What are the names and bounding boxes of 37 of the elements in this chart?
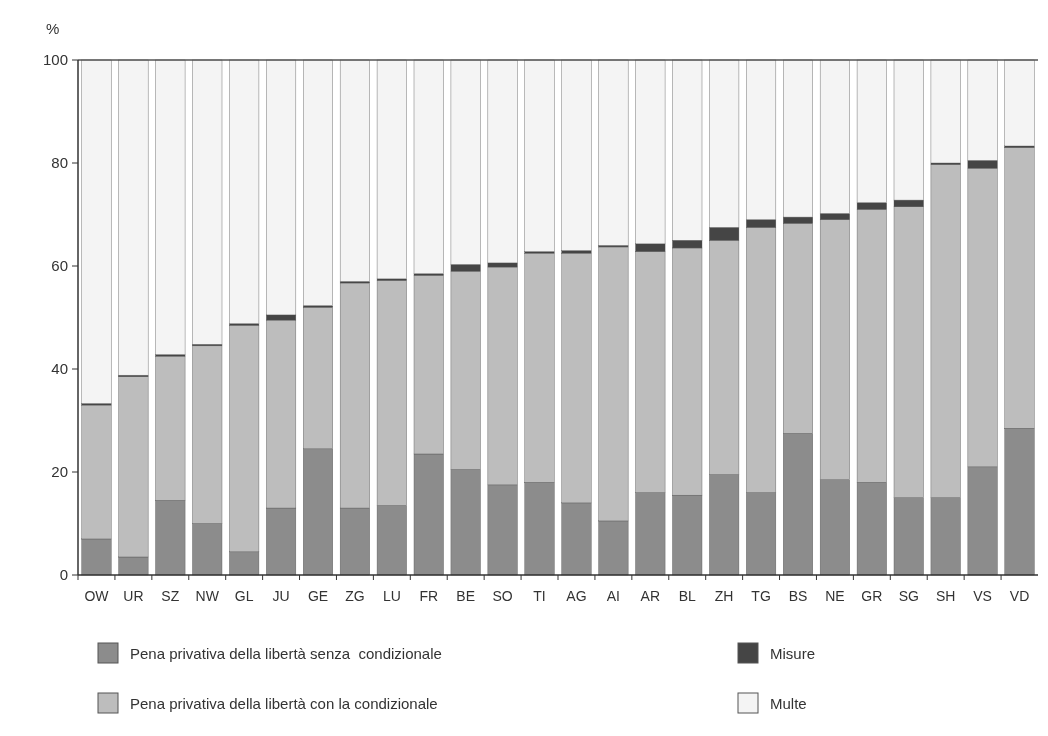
x-tick-label: SG	[898, 588, 919, 604]
x-tick-label: JU	[272, 588, 290, 604]
x-tick-label: SH	[935, 588, 956, 604]
x-tick-label: AR	[640, 588, 661, 604]
x-tick-label: GL	[234, 588, 254, 604]
x-tick-label: FR	[419, 588, 439, 604]
x-tick-label: BL	[678, 588, 697, 604]
x-tick-label: ZH	[714, 588, 734, 604]
x-tick-label: TG	[751, 588, 771, 604]
y-tick-label: 40	[51, 360, 68, 378]
x-tick-label: AG	[566, 588, 587, 604]
x-tick-label: UR	[123, 588, 144, 604]
y-tick-label: 20	[51, 463, 68, 481]
y-axis-title: %	[46, 20, 60, 37]
legend-label: Pena privativa della libertà con la condizionale	[130, 695, 438, 712]
y-tick-label: 0	[59, 566, 68, 584]
x-tick-label: SO	[492, 588, 513, 604]
x-tick-label: BS	[788, 588, 808, 604]
x-tick-label: VS	[973, 588, 992, 604]
y-tick-label: 60	[51, 257, 68, 275]
x-tick-label: NW	[195, 588, 220, 604]
x-tick-label: AI	[606, 588, 620, 604]
legend-label: Pena privativa della libertà senza condizionale	[130, 645, 442, 662]
x-tick-label: BE	[456, 588, 476, 604]
legend-label: Multe	[770, 695, 807, 712]
x-tick-label: OW	[84, 588, 110, 604]
y-tick-label: 100	[42, 51, 68, 69]
x-tick-label: GR	[861, 588, 883, 604]
x-tick-label: ZG	[345, 588, 365, 604]
x-tick-label: VD	[1009, 588, 1030, 604]
legend-label: Misure	[770, 645, 816, 662]
x-tick-label: NE	[825, 588, 845, 604]
x-tick-label: GE	[307, 588, 329, 604]
y-tick-label: 80	[51, 154, 68, 172]
x-tick-label: SZ	[161, 588, 180, 604]
x-tick-label: TI	[533, 588, 546, 604]
x-tick-label: LU	[382, 588, 401, 604]
